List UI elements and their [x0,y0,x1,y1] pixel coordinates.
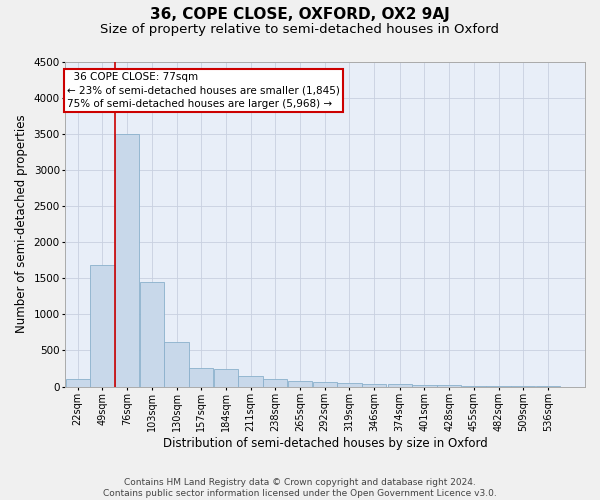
Bar [140,282,164,387]
Bar [90,265,115,386]
Bar [115,134,139,386]
Bar [65,380,90,386]
X-axis label: Distribution of semi-detached houses by size in Oxford: Distribution of semi-detached houses by … [163,437,488,450]
Bar [288,381,312,386]
Text: Contains HM Land Registry data © Crown copyright and database right 2024.
Contai: Contains HM Land Registry data © Crown c… [103,478,497,498]
Y-axis label: Number of semi-detached properties: Number of semi-detached properties [15,114,28,334]
Bar [313,382,337,386]
Bar [214,369,238,386]
Bar [164,342,188,386]
Text: 36, COPE CLOSE, OXFORD, OX2 9AJ: 36, COPE CLOSE, OXFORD, OX2 9AJ [150,8,450,22]
Bar [388,384,412,386]
Bar [337,383,362,386]
Text: 36 COPE CLOSE: 77sqm
← 23% of semi-detached houses are smaller (1,845)
75% of se: 36 COPE CLOSE: 77sqm ← 23% of semi-detac… [67,72,340,108]
Bar [412,385,437,386]
Bar [362,384,386,386]
Bar [189,368,214,386]
Text: Size of property relative to semi-detached houses in Oxford: Size of property relative to semi-detach… [101,22,499,36]
Bar [238,376,263,386]
Bar [263,380,287,386]
